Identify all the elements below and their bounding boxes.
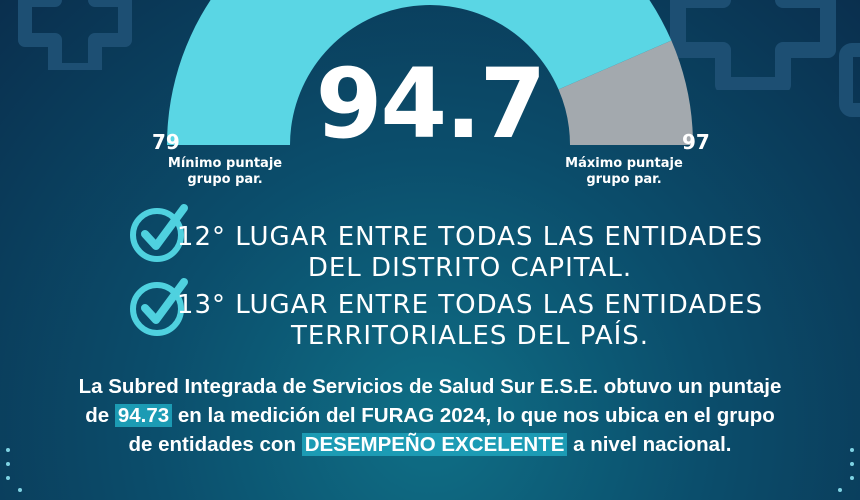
check-circle-icon: [130, 278, 188, 336]
score-highlight: 94.73: [114, 404, 173, 427]
summary-paragraph: La Subred Integrada de Servicios de Salu…: [78, 375, 782, 456]
gauge-min-caption: Mínimo puntaje grupo par.: [167, 156, 283, 187]
gauge-filled-arc: [167, 0, 672, 145]
gauge-max-caption: Máximo puntaje grupo par.: [565, 156, 683, 187]
check-circle-icon: [130, 204, 188, 262]
gauge-min-value: 79: [152, 130, 180, 154]
score-gauge: [167, 0, 693, 145]
ranking-district: 12° LUGAR ENTRE TODAS LAS ENTIDADES DEL …: [176, 222, 764, 283]
performance-highlight: DESEMPEÑO EXCELENTE: [301, 433, 568, 456]
dots-decoration: [6, 448, 22, 492]
cross-icon: [839, 43, 860, 117]
ranking-country: 13° LUGAR ENTRE TODAS LAS ENTIDADES TERR…: [176, 290, 764, 351]
dots-decoration: [838, 448, 854, 492]
gauge-remaining-arc: [558, 40, 693, 145]
gauge-score: 94.7: [315, 48, 547, 160]
gauge-max-value: 97: [682, 130, 710, 154]
cross-icon: [670, 0, 836, 90]
